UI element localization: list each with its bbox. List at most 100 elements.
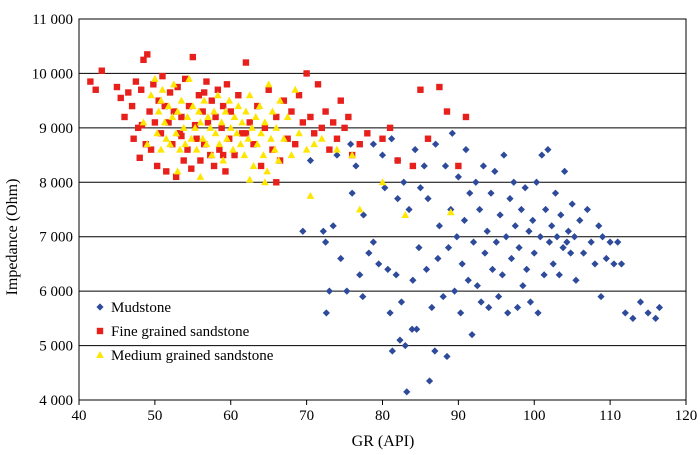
fine-sandstone-point bbox=[226, 135, 233, 142]
mudstone-point bbox=[545, 238, 554, 246]
medium-sandstone-point bbox=[251, 112, 260, 120]
fine-sandstone-point bbox=[288, 108, 295, 115]
mudstone-point bbox=[644, 309, 652, 317]
medium-sandstone-point bbox=[223, 134, 231, 142]
fine-sandstone-point bbox=[182, 75, 189, 83]
mudstone-point bbox=[388, 135, 396, 143]
fine-sandstone-point bbox=[227, 108, 234, 115]
fine-sandstone-point bbox=[218, 124, 225, 132]
mudstone-point bbox=[401, 341, 409, 350]
fine-sandstone-point bbox=[146, 108, 153, 115]
fine-sandstone-point bbox=[136, 154, 143, 161]
mudstone-point bbox=[386, 309, 394, 317]
fine-sandstone-point bbox=[117, 94, 124, 102]
medium-sandstone-point bbox=[183, 112, 192, 120]
mudstone-point bbox=[614, 238, 622, 246]
fine-sandstone-point bbox=[273, 179, 280, 186]
mudstone-point bbox=[343, 287, 351, 295]
fine-sandstone-point bbox=[284, 135, 291, 142]
medium-sandstone-point bbox=[264, 80, 273, 88]
fine-sandstone-point bbox=[394, 157, 401, 164]
fine-sandstone-point bbox=[166, 89, 174, 96]
fine-sandstone-point bbox=[210, 162, 218, 170]
mudstone-point bbox=[525, 227, 533, 235]
fine-sandstone-point bbox=[140, 56, 147, 64]
medium-sandstone-point bbox=[179, 123, 188, 131]
medium-sandstone-point bbox=[230, 112, 239, 120]
legend-marker bbox=[96, 351, 104, 358]
mudstone-point bbox=[333, 151, 341, 159]
mudstone-point bbox=[462, 146, 470, 154]
mudstone-point bbox=[567, 249, 575, 257]
medium-sandstone-point bbox=[263, 167, 271, 175]
mudstone-point bbox=[492, 238, 500, 246]
mudstone-point bbox=[422, 265, 431, 273]
mudstone-point bbox=[424, 195, 432, 203]
medium-sandstone-point bbox=[318, 134, 326, 142]
y-axis-title: Impedance (Ohm) bbox=[4, 179, 21, 296]
mudstone-point bbox=[549, 260, 557, 268]
medium-sandstone-point bbox=[151, 74, 159, 82]
medium-sandstone-point bbox=[210, 107, 218, 115]
mudstone-point bbox=[405, 205, 413, 214]
medium-sandstone-point bbox=[160, 118, 169, 126]
mudstone-point bbox=[359, 211, 368, 219]
medium-sandstone-point bbox=[276, 96, 284, 104]
data-points bbox=[87, 51, 664, 396]
fine-sandstone-point bbox=[130, 135, 137, 142]
legend-label: Fine grained sandstone bbox=[111, 324, 250, 340]
medium-sandstone-point bbox=[153, 129, 161, 137]
medium-sandstone-point bbox=[200, 96, 208, 104]
medium-sandstone-point bbox=[187, 134, 196, 142]
mudstone-point bbox=[473, 282, 481, 290]
mudstone-point bbox=[568, 200, 576, 208]
mudstone-point bbox=[555, 271, 563, 279]
fine-sandstone-point bbox=[128, 102, 136, 110]
mudstone-point bbox=[441, 162, 450, 170]
mudstone-point bbox=[488, 265, 497, 273]
medium-sandstone-point bbox=[310, 140, 319, 148]
mudstone-point bbox=[561, 167, 569, 175]
mudstone-point bbox=[494, 292, 503, 301]
legend-marker bbox=[96, 303, 104, 311]
mudstone-point bbox=[403, 388, 411, 396]
fine-sandstone-point bbox=[333, 135, 341, 142]
fine-sandstone-point bbox=[170, 108, 178, 115]
medium-sandstone-point bbox=[333, 145, 341, 153]
fine-sandstone-point bbox=[436, 83, 443, 91]
medium-sandstone-point bbox=[226, 123, 235, 131]
medium-sandstone-point bbox=[191, 123, 199, 131]
mudstone-point bbox=[443, 352, 451, 361]
mudstone-point bbox=[448, 129, 456, 137]
fine-sandstone-point bbox=[147, 146, 155, 153]
x-tick-label: 70 bbox=[299, 408, 314, 424]
mudstone-point bbox=[504, 309, 512, 317]
y-tick-labels: 4 000 5 000 6 000 7 000 8 000 9 000 10 000 11 0… bbox=[32, 12, 73, 409]
mudstone-point bbox=[517, 205, 525, 214]
fine-sandstone-point bbox=[157, 130, 165, 137]
fine-sandstone-point bbox=[113, 83, 121, 91]
medium-sandstone-point bbox=[143, 140, 152, 148]
fine-sandstone-point bbox=[242, 59, 250, 66]
fine-sandstone-point bbox=[379, 135, 386, 142]
fine-sandstone-point bbox=[238, 130, 246, 137]
mudstone-point bbox=[610, 260, 618, 268]
medium-sandstone-point bbox=[242, 107, 250, 115]
mudstone-point bbox=[564, 227, 572, 235]
mudstone-point bbox=[652, 314, 660, 322]
mudstone-point bbox=[458, 260, 466, 268]
medium-sandstone-point bbox=[378, 178, 387, 186]
mudstone-point bbox=[636, 298, 645, 306]
medium-sandstone-point bbox=[244, 134, 253, 142]
mudstone-point bbox=[587, 238, 595, 246]
fine-sandstone-point bbox=[134, 124, 142, 132]
mudstone-point bbox=[394, 195, 402, 203]
fine-sandstone-point bbox=[153, 162, 161, 170]
mudstone-point bbox=[606, 238, 614, 246]
mudstone-point bbox=[347, 140, 355, 148]
mudstone-point bbox=[576, 216, 584, 224]
mudstone-point bbox=[629, 314, 637, 322]
fine-sandstone-point bbox=[307, 113, 314, 121]
medium-sandstone-point bbox=[214, 91, 222, 99]
fine-sandstone-point bbox=[219, 151, 227, 159]
